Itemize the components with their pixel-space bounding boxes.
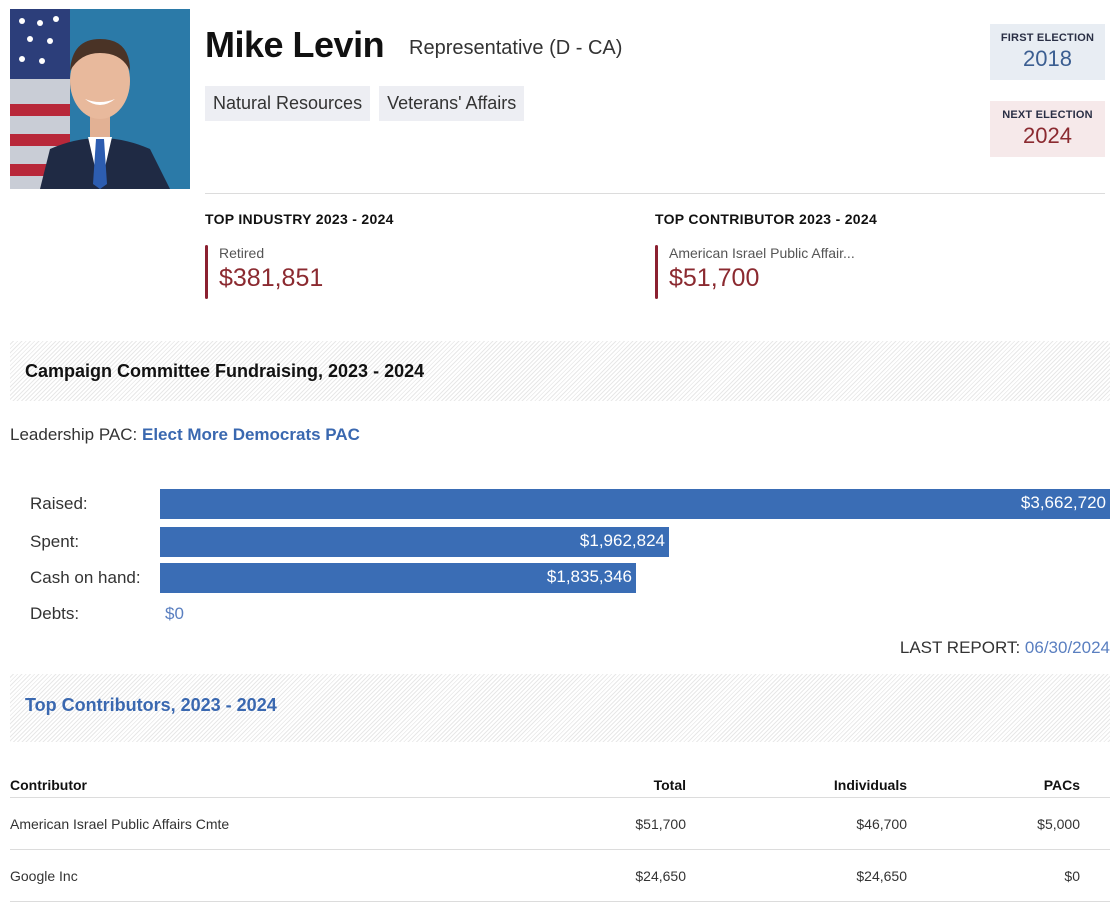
fundraising-section-header: Campaign Committee Fundraising, 2023 - 2…: [10, 341, 1110, 401]
leadership-pac: Leadership PAC: Elect More Democrats PAC: [10, 425, 360, 445]
table-row: American Israel Public Affairs Cmte $51,…: [10, 797, 1110, 850]
cell-pacs: $5,000: [907, 797, 1080, 850]
cell-individuals: $24,650: [686, 849, 907, 902]
fund-debts-value: $0: [165, 604, 184, 623]
header-pacs: PACs: [907, 771, 1080, 798]
fund-row-debts: Debts: $0: [30, 599, 1110, 629]
top-industry-name[interactable]: Retired: [219, 245, 265, 261]
committee-tag[interactable]: Natural Resources: [205, 86, 371, 121]
fund-row-label: Spent:: [30, 532, 80, 551]
last-report-date: 06/30/2024: [1024, 638, 1110, 657]
contributors-table: Contributor Total Individuals PACs Ameri…: [10, 771, 1110, 902]
last-report-label: LAST REPORT:: [899, 638, 1021, 657]
fund-bar-spent: $1,962,824: [160, 527, 669, 557]
top-contributor-heading: TOP CONTRIBUTOR 2023 - 2024: [655, 211, 878, 227]
header-contributor: Contributor: [10, 771, 570, 798]
top-contributor-name[interactable]: American Israel Public Affair...: [669, 245, 855, 261]
fund-row-label: Raised:: [30, 494, 88, 513]
fund-row-label: Cash on hand:: [30, 568, 141, 587]
first-election-box: FIRST ELECTION 2018: [990, 24, 1105, 80]
accent-bar: [655, 245, 658, 299]
table-row: Google Inc $24,650 $24,650 $0: [10, 849, 1110, 902]
fundraising-title: Campaign Committee Fundraising, 2023 - 2…: [25, 361, 425, 381]
top-contributor-amount: $51,700: [669, 264, 760, 292]
top-industry: TOP INDUSTRY 2023 - 2024 Retired $381,85…: [205, 211, 394, 299]
fund-bar-raised: $3,662,720: [160, 489, 1110, 519]
header-individuals: Individuals: [686, 771, 907, 798]
profile-photo: [10, 9, 190, 189]
contributors-section-header: Top Contributors, 2023 - 2024: [10, 674, 1110, 742]
fund-row-cash-on-hand: Cash on hand: $1,835,346: [30, 563, 1110, 593]
committee-tag[interactable]: Veterans' Affairs: [379, 86, 525, 121]
fund-bar-value: $1,962,824: [579, 531, 665, 550]
committee-tags: Natural Resources Veterans' Affairs: [205, 86, 525, 121]
cell-spacer: [1080, 849, 1110, 902]
leadership-pac-label: Leadership PAC:: [10, 425, 138, 444]
header-divider: [205, 193, 1105, 194]
top-industry-amount: $381,851: [219, 264, 324, 292]
fund-row-spent: Spent: $1,962,824: [30, 527, 1110, 557]
accent-bar: [205, 245, 208, 299]
cell-total: $51,700: [570, 797, 686, 850]
header-spacer: [1080, 771, 1110, 798]
cell-individuals: $46,700: [686, 797, 907, 850]
first-election-year: 2018: [1023, 46, 1072, 71]
cell-pacs: $0: [907, 849, 1080, 902]
next-election-year: 2024: [1023, 123, 1072, 148]
fund-bar-cash-on-hand: $1,835,346: [160, 563, 636, 593]
cell-spacer: [1080, 797, 1110, 850]
first-election-label: FIRST ELECTION: [1000, 32, 1095, 44]
representative-name: Mike Levin: [205, 24, 385, 65]
header-total: Total: [570, 771, 686, 798]
fund-bar-value: $3,662,720: [1020, 493, 1106, 512]
top-contributor: TOP CONTRIBUTOR 2023 - 2024 American Isr…: [655, 211, 878, 299]
top-industry-heading: TOP INDUSTRY 2023 - 2024: [205, 211, 394, 227]
cell-contributor: American Israel Public Affairs Cmte: [10, 797, 570, 850]
table-header-row: Contributor Total Individuals PACs: [10, 771, 1110, 798]
cell-contributor: Google Inc: [10, 849, 570, 902]
cell-total: $24,650: [570, 849, 686, 902]
fund-row-raised: Raised: $3,662,720: [30, 489, 1110, 519]
fund-bar-value: $1,835,346: [546, 567, 632, 586]
contributors-title[interactable]: Top Contributors, 2023 - 2024: [25, 695, 277, 715]
next-election-label: NEXT ELECTION: [1002, 109, 1093, 121]
leadership-pac-link[interactable]: Elect More Democrats PAC: [142, 425, 360, 444]
next-election-box: NEXT ELECTION 2024: [990, 101, 1105, 157]
fund-row-label: Debts:: [30, 604, 80, 623]
representative-role: Representative (D - CA): [409, 37, 623, 59]
last-report: LAST REPORT: 06/30/2024: [900, 638, 1110, 658]
